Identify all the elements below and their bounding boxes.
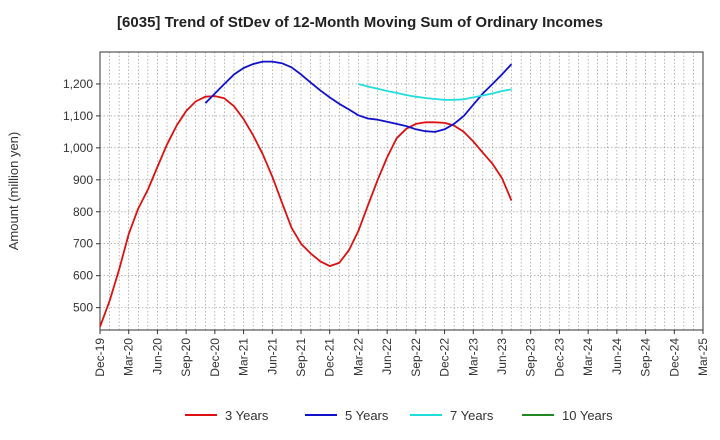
x-tick-label: Sep-22 [409,338,423,377]
x-tick-label: Dec-23 [552,338,566,377]
x-tick-label: Dec-20 [208,338,222,377]
x-tick-label: Jun-24 [610,338,624,375]
y-tick-label: 500 [73,301,93,315]
y-axis-title: Amount (million yen) [6,132,21,251]
x-tick-label: Jun-21 [265,338,279,375]
y-tick-label: 1,000 [63,141,93,155]
chart-title: [6035] Trend of StDev of 12-Month Moving… [117,14,603,31]
x-tick-label: Sep-21 [294,338,308,377]
y-tick-label: 900 [73,173,93,187]
x-tick-label: Dec-24 [667,338,681,377]
legend-label-5-years[interactable]: 5 Years [345,408,389,423]
legend-label-10-years[interactable]: 10 Years [562,408,613,423]
x-tick-label: Mar-24 [581,338,595,376]
legend-label-3-years[interactable]: 3 Years [225,408,269,423]
x-tick-label: Sep-20 [179,338,193,377]
x-tick-label: Dec-19 [93,338,107,377]
x-tick-label: Mar-25 [696,338,710,376]
x-tick-label: Jun-20 [150,338,164,375]
x-tick-label: Mar-21 [237,338,251,376]
x-tick-label: Dec-22 [438,338,452,377]
series-line-7-years [358,83,512,101]
y-tick-label: 700 [73,237,93,251]
x-tick-label: Mar-23 [466,338,480,376]
x-tick-label: Mar-20 [122,338,136,376]
x-tick-label: Jun-22 [380,338,394,375]
y-tick-label: 1,200 [63,77,93,91]
y-tick-label: 800 [73,205,93,219]
series-line-3-years [99,95,513,328]
x-tick-label: Dec-21 [323,338,337,377]
y-tick-label: 1,100 [63,109,93,123]
y-tick-label: 600 [73,269,93,283]
x-tick-label: Mar-22 [351,338,365,376]
x-tick-label: Sep-23 [524,338,538,377]
x-tick-label: Sep-24 [639,338,653,377]
plot-frame [99,51,704,331]
series-line-5-years [204,60,513,133]
legend-label-7-years[interactable]: 7 Years [450,408,494,423]
x-tick-label: Jun-23 [495,338,509,375]
